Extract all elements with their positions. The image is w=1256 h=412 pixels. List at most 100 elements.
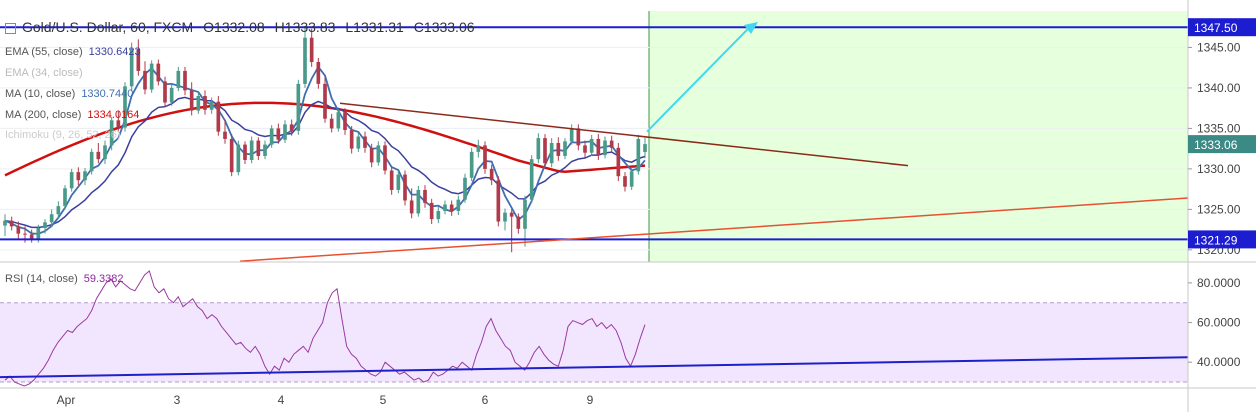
candle bbox=[489, 164, 494, 186]
descending-trendline bbox=[339, 102, 909, 167]
candle-body bbox=[209, 101, 214, 110]
candle-body bbox=[363, 136, 367, 148]
rsi-trendline bbox=[0, 356, 1189, 379]
candle-body bbox=[89, 151, 94, 172]
candle bbox=[343, 108, 347, 135]
candle bbox=[629, 167, 634, 190]
candle bbox=[296, 79, 301, 135]
legend-label: MA (10, close) bbox=[5, 88, 76, 100]
candle-body bbox=[189, 90, 194, 111]
candle bbox=[209, 97, 214, 114]
legend-label: EMA (55, close) bbox=[5, 46, 83, 58]
legend-label: MA (200, close) bbox=[5, 109, 82, 121]
candle-body bbox=[203, 96, 207, 110]
candle-body bbox=[29, 234, 34, 240]
candle bbox=[263, 140, 267, 160]
candle bbox=[516, 213, 521, 234]
chart-title: Gold/U.S. Dollar, 60, FXCM O1332.08 H1333.… bbox=[5, 19, 475, 35]
candle bbox=[436, 206, 441, 224]
time-tick-label: 4 bbox=[278, 393, 285, 407]
candle-body bbox=[36, 227, 41, 240]
price-tick-label: 1340.00 bbox=[1197, 81, 1241, 95]
candle-body bbox=[403, 174, 407, 201]
price-tick-label: 1345.00 bbox=[1197, 40, 1241, 54]
candle-body bbox=[429, 202, 434, 220]
price-label-box bbox=[1188, 18, 1256, 37]
candle-body bbox=[303, 37, 307, 84]
candle bbox=[443, 200, 447, 215]
candle-body bbox=[629, 171, 634, 187]
candle bbox=[376, 141, 381, 166]
candle bbox=[623, 172, 627, 192]
candle-body bbox=[596, 138, 601, 156]
candle-body bbox=[9, 220, 14, 227]
legend-ema34[interactable]: EMA (34, close) bbox=[5, 66, 83, 80]
candle bbox=[156, 59, 161, 86]
time-tick-label: Apr bbox=[57, 393, 76, 407]
candle-body bbox=[343, 112, 347, 131]
candle bbox=[96, 142, 101, 164]
candle-body bbox=[163, 81, 167, 103]
time-tick-label: 9 bbox=[587, 393, 594, 407]
rsi-band bbox=[0, 302, 1188, 383]
candle-body bbox=[549, 142, 554, 164]
candle-body bbox=[169, 87, 174, 103]
legend-rsi[interactable]: RSI (14, close) 59.3382 bbox=[5, 272, 124, 286]
candle-body bbox=[636, 138, 641, 172]
candle bbox=[369, 143, 374, 168]
candle-body bbox=[56, 206, 61, 215]
candle-body bbox=[123, 86, 127, 128]
open-value: O1332.08 bbox=[203, 19, 265, 35]
candle-body bbox=[296, 83, 301, 131]
candle bbox=[636, 134, 641, 175]
time-tick-label: 6 bbox=[482, 393, 489, 407]
candle-body bbox=[576, 128, 581, 146]
high-value: H1333.83 bbox=[274, 19, 336, 35]
legend-ema55[interactable]: EMA (55, close) 1330.6423 bbox=[5, 45, 141, 59]
candle-body bbox=[276, 128, 281, 140]
candle-body bbox=[249, 140, 254, 160]
price-tick-label: 1335.00 bbox=[1197, 121, 1241, 135]
ascending-trendline bbox=[239, 197, 1189, 262]
legend-value: 1330.6423 bbox=[88, 46, 141, 58]
candle bbox=[49, 209, 54, 228]
legend-ma10[interactable]: MA (10, close) 1330.7440 bbox=[5, 87, 133, 101]
candle bbox=[449, 200, 454, 216]
candle-body bbox=[436, 210, 441, 220]
candle-body bbox=[316, 62, 321, 84]
candle-body bbox=[223, 131, 227, 139]
candle bbox=[149, 60, 154, 93]
candle-body bbox=[529, 159, 534, 200]
legend-value: 1334.0164 bbox=[87, 109, 140, 121]
candle-body bbox=[443, 204, 447, 211]
candle bbox=[643, 137, 647, 159]
price-label-text: 1347.50 bbox=[1194, 21, 1238, 35]
candle bbox=[409, 188, 414, 219]
candle bbox=[243, 141, 247, 165]
candle bbox=[229, 134, 234, 177]
candle-body bbox=[243, 144, 247, 160]
candle bbox=[256, 137, 261, 160]
close-value: C1333.06 bbox=[413, 19, 475, 35]
candle bbox=[176, 66, 181, 92]
candle-body bbox=[289, 124, 294, 131]
candle-body bbox=[383, 145, 387, 171]
candle bbox=[323, 76, 327, 123]
legend-ma200[interactable]: MA (200, close) 1334.0164 bbox=[5, 108, 139, 122]
candle-body bbox=[603, 140, 607, 156]
candle-body bbox=[216, 101, 221, 132]
candle bbox=[129, 42, 134, 92]
candle-body bbox=[23, 233, 27, 235]
candle bbox=[249, 136, 254, 164]
candle-body bbox=[476, 145, 481, 152]
candle-body bbox=[103, 145, 107, 160]
candle bbox=[309, 28, 314, 67]
candle bbox=[236, 140, 241, 176]
candle bbox=[463, 173, 467, 203]
time-tick-label: 5 bbox=[380, 393, 387, 407]
legend-ichimoku[interactable]: Ichimoku (9, 26, 52, 26) bbox=[5, 128, 121, 142]
candle bbox=[336, 108, 341, 132]
candle bbox=[329, 113, 334, 133]
candle-body bbox=[309, 37, 314, 63]
